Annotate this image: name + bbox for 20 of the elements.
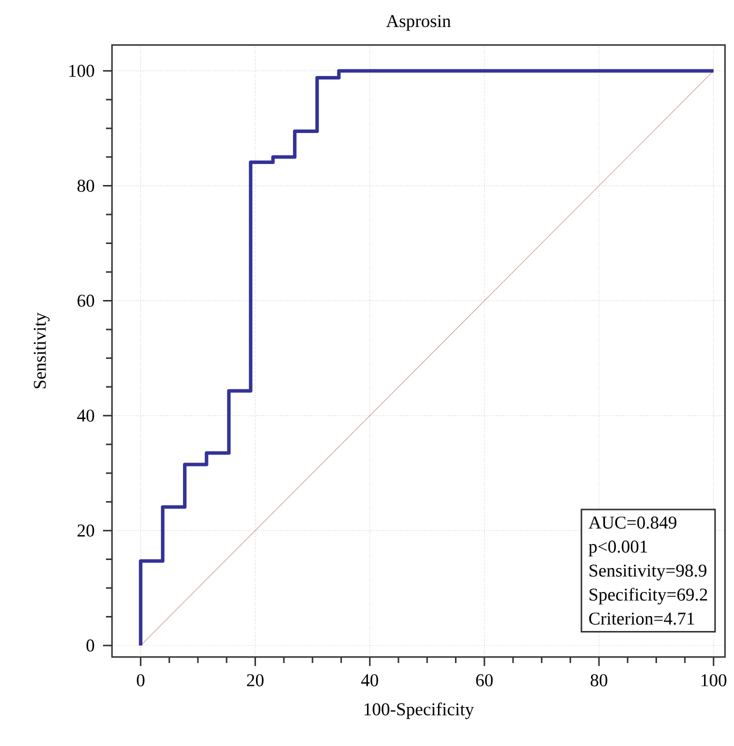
x-tick-label: 100 — [702, 674, 726, 686]
y-axis-title: Sensitivity — [34, 312, 50, 388]
x-tick-label: 80 — [590, 674, 608, 686]
x-tick-label: 40 — [361, 674, 378, 686]
x-tick-label: 60 — [476, 674, 493, 686]
annotation: p<0.001 — [588, 540, 648, 556]
x-tick-label: 0 — [136, 674, 144, 686]
x-axis-title: 100-Specificity — [364, 702, 474, 720]
y-tick-label: 60 — [78, 294, 94, 307]
chart-title: Asprosin — [386, 15, 451, 31]
annotation: Sensitivity=98.9 — [590, 564, 706, 580]
annotation: AUC=0.849 — [588, 516, 676, 529]
y-tick-label: 80 — [77, 180, 94, 192]
x-tick-label: 20 — [247, 674, 264, 686]
annotation: Criterion=4.71 — [589, 612, 694, 625]
annotation: Specificity=69.2 — [590, 588, 708, 604]
y-tick-label: 20 — [78, 524, 94, 537]
y-tick-label: 0 — [86, 639, 94, 652]
y-tick-label: 100 — [69, 64, 94, 77]
y-tick-label: 40 — [77, 410, 94, 422]
